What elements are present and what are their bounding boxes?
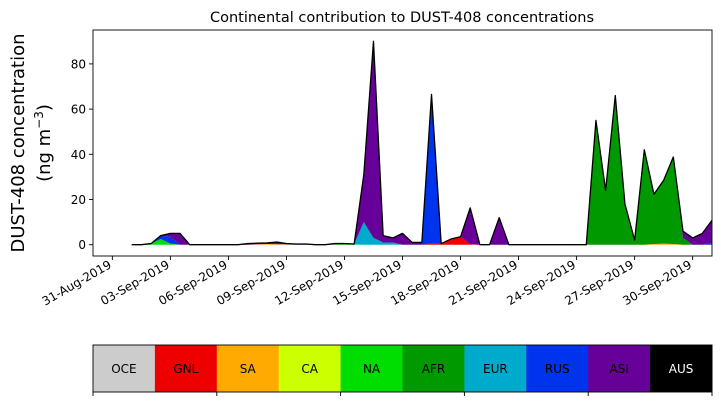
y-axis-unit-suffix: ) <box>34 104 55 111</box>
legend-label: ASI <box>609 362 628 376</box>
legend-swatch-rus <box>526 345 589 392</box>
y-tick-label: 0 <box>78 238 86 252</box>
legend-label: OCE <box>111 362 136 376</box>
legend-swatch-ca <box>278 345 342 392</box>
legend-label: CA <box>301 362 318 376</box>
legend-swatch-asi <box>588 345 651 392</box>
legend-label: EUR <box>483 362 508 376</box>
legend-label: AUS <box>669 362 694 376</box>
legend-label: NA <box>363 362 381 376</box>
area-afr <box>131 95 712 245</box>
y-axis-label-line1: DUST-408 concentration <box>8 33 29 252</box>
y-tick-label: 80 <box>71 57 86 71</box>
y-tick-label: 20 <box>71 193 86 207</box>
y-axis-unit-prefix: (ng m <box>34 129 55 182</box>
chart-title: Continental contribution to DUST-408 con… <box>210 10 594 26</box>
legend-label: AFR <box>422 362 445 376</box>
total-outline <box>131 40 713 246</box>
legend-swatch-oce <box>93 345 156 392</box>
y-tick-label: 60 <box>71 103 86 117</box>
y-axis-unit-exponent: −3 <box>32 111 46 129</box>
y-axis-label-line2: (ng m−3) <box>32 104 55 182</box>
legend-swatch-aus <box>650 345 713 392</box>
legend-swatch-na <box>340 345 403 392</box>
legend-frame <box>92 344 713 393</box>
plot-area: 02040608031-Aug-201903-Sep-201906-Sep-20… <box>40 29 713 308</box>
legend-swatch-eur <box>464 345 527 392</box>
legend-swatch-afr <box>402 345 465 392</box>
legend-swatch-sa <box>216 345 280 392</box>
y-tick-label: 40 <box>71 148 86 162</box>
legend-label: RUS <box>545 362 570 376</box>
colorbar-legend: OCE GNL SA CA NA AFR EUR RUS ASI AUS <box>92 344 713 396</box>
legend-swatch-gnl <box>154 345 218 392</box>
legend-label: SA <box>240 362 257 376</box>
legend-label: GNL <box>173 362 198 376</box>
